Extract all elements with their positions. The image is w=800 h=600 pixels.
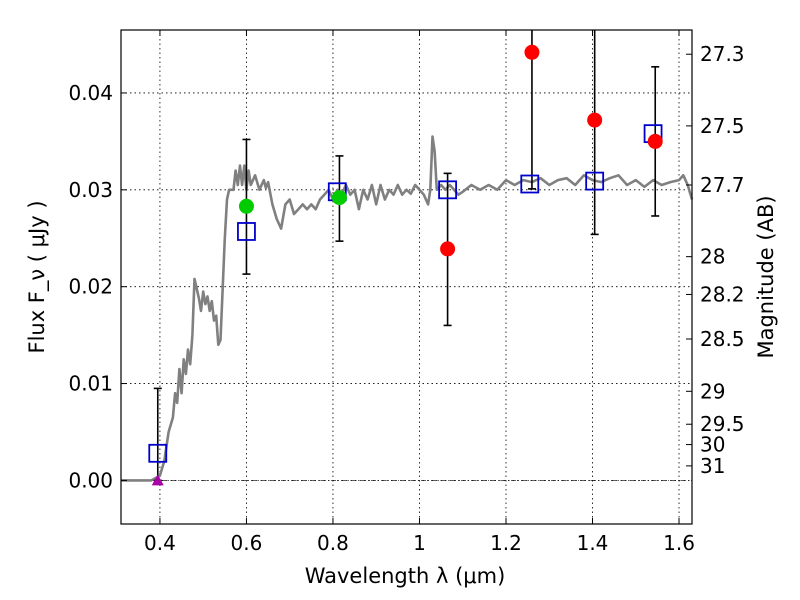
y-tick-label: 0.03 — [68, 178, 113, 202]
x-tick-label: 1 — [413, 531, 426, 555]
right-tick-label: 30 — [700, 433, 725, 457]
x-tick-label: 1.6 — [663, 531, 695, 555]
y-axis-label-right: Magnitude (AB) — [754, 195, 778, 358]
upper-limit-triangle — [151, 474, 164, 486]
right-tick-label: 27.3 — [700, 42, 745, 66]
model-sed-layer — [121, 135, 694, 482]
model-photometry-square — [438, 180, 457, 200]
right-tick-label: 29 — [700, 379, 725, 403]
y-axis-label-left: Flux F_ν ( μJy ) — [25, 200, 50, 353]
right-tick-label: 28 — [700, 245, 725, 269]
y-tick-label: 0.04 — [68, 81, 113, 105]
tick-layer: 0.4 0.6 0.8 1 1.2 1.4 1.6 0.00 0.01 0.02 0.03 0.04 2… — [68, 30, 745, 555]
y-tick-label: 0.02 — [68, 275, 113, 299]
right-tick-label: 28.2 — [700, 282, 745, 306]
x-tick-label: 0.4 — [144, 531, 176, 555]
marker-layer — [148, 44, 663, 486]
observed-red-point — [440, 241, 456, 257]
right-tick-label: 29.5 — [700, 412, 745, 436]
observed-green-point — [331, 190, 347, 206]
x-tick-label: 1.4 — [577, 531, 609, 555]
x-tick-label: 1.2 — [490, 531, 522, 555]
observed-red-point — [587, 112, 603, 128]
right-tick-label: 27.7 — [700, 173, 745, 197]
right-tick-label: 27.5 — [700, 114, 745, 138]
x-tick-label: 0.6 — [231, 531, 263, 555]
x-tick-label: 0.8 — [317, 531, 349, 555]
plot-frame — [120, 29, 693, 525]
observed-red-point — [524, 44, 540, 60]
model-photometry-square — [585, 171, 605, 191]
y-tick-label: 0.00 — [68, 468, 113, 492]
model-photometry-square — [148, 443, 168, 463]
x-axis-label: Wavelength λ (μm) — [305, 564, 506, 588]
right-tick-label: 31 — [700, 454, 725, 478]
observed-red-point — [647, 133, 663, 149]
model-sed-line — [121, 135, 694, 482]
model-photometry-square — [237, 222, 256, 241]
errorbar-layer — [153, 30, 660, 482]
observed-green-point — [238, 198, 254, 214]
model-photometry-square — [520, 174, 540, 194]
y-tick-label: 0.01 — [68, 372, 113, 396]
grid — [121, 30, 692, 524]
right-tick-label: 28.5 — [700, 327, 745, 351]
